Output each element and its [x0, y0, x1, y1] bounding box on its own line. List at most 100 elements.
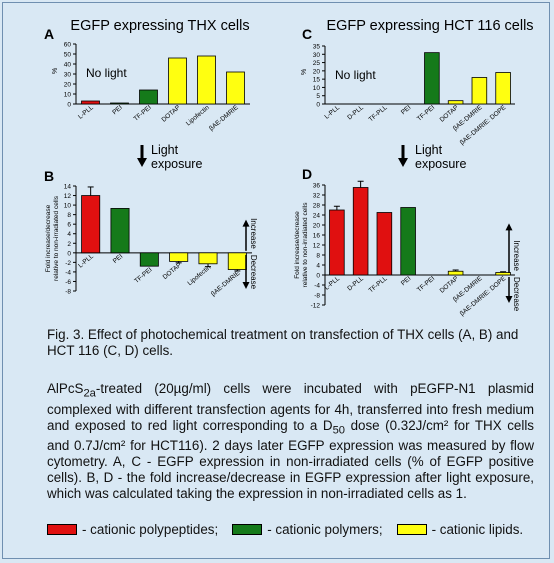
x-tick-label: PEI	[400, 275, 413, 287]
x-tick-label: PEI	[111, 104, 124, 116]
y-tick-label: 30	[313, 52, 321, 59]
y-tick-label: 5	[316, 93, 320, 100]
bar	[376, 212, 393, 276]
y-tick-label: 24	[313, 213, 321, 220]
y-tick-label: 40	[64, 62, 72, 69]
y-tick-label: 12	[64, 193, 72, 200]
arrow-label-right-2: exposure	[415, 157, 466, 171]
decrease-label: Decrease	[249, 255, 258, 290]
y-axis-label: Fold increase/decrease	[294, 211, 301, 279]
x-tick-label: βAE-DMRIE	[210, 269, 242, 298]
y-tick-label: 15	[313, 77, 321, 84]
x-tick-label: PEI	[112, 253, 125, 265]
y-tick-label: 4	[316, 263, 320, 270]
bar	[424, 52, 440, 105]
decrease-arrowhead	[505, 296, 513, 303]
chart-panel-a: A 0 10 20 30 40 50 60% L-PLL PEI TF-PEI DOTAP Lipofe…	[44, 26, 250, 132]
figure-legend: - cationic polypeptides; - cationic poly…	[47, 522, 537, 537]
figure-caption-title: Fig. 3. Effect of photochemical treatmen…	[47, 327, 519, 358]
bar	[471, 77, 488, 105]
y-tick-label: -6	[65, 279, 71, 286]
x-tick-label: TF-PEI	[416, 275, 436, 294]
y-axis-label: %	[301, 69, 308, 75]
x-tick-label: PEI	[400, 104, 413, 116]
x-tick-label: Lipofectin	[186, 264, 212, 287]
y-tick-label: 32	[313, 193, 321, 200]
bar	[110, 208, 130, 254]
y-tick-label: 20	[64, 82, 72, 89]
bar	[329, 209, 345, 276]
x-tick-label: DOTAP	[439, 104, 460, 123]
x-tick-label: L-PLL	[77, 104, 95, 121]
x-tick-label: βAE-DMRIE	[208, 104, 240, 133]
y-axis-label: relative to non-irradiated cells	[53, 195, 60, 281]
x-tick-label: βAE-DMRIE: DOPE	[459, 104, 508, 147]
bar	[168, 57, 187, 105]
y-tick-label: 35	[313, 44, 321, 51]
increase-arrowhead	[242, 219, 250, 227]
bar	[447, 100, 464, 105]
bar	[169, 252, 189, 262]
increase-arrowhead	[505, 223, 513, 231]
panel-letter-c: C	[302, 26, 312, 42]
y-tick-label: 20	[313, 68, 321, 75]
arrow-label-left-1: Light	[151, 143, 179, 157]
x-tick-label: TF-PLL	[368, 104, 389, 124]
bar	[81, 195, 101, 254]
bar	[495, 72, 511, 105]
no-light-label: No light	[86, 66, 127, 80]
y-tick-label: 8	[316, 253, 320, 260]
x-tick-label: TF-PLL	[368, 275, 389, 295]
x-tick-label: DOTAP	[439, 275, 460, 294]
increase-label: Increase	[249, 218, 258, 249]
y-tick-label: 6	[67, 222, 71, 229]
panel-letter-b: B	[44, 168, 54, 184]
bar	[197, 55, 216, 105]
y-tick-label: 50	[64, 52, 72, 59]
x-tick-label: Lipofectin	[185, 104, 211, 127]
bar	[447, 270, 464, 276]
legend-swatch-polypeptides	[47, 524, 77, 535]
x-tick-label: D-PLL	[346, 104, 365, 121]
y-tick-label: -8	[65, 289, 71, 296]
light-arrow-right: Light exposure	[398, 143, 466, 171]
figure-charts: EGFP expressing THX cells EGFP expressin…	[44, 18, 534, 318]
bar	[110, 102, 129, 105]
y-tick-label: 10	[313, 85, 321, 92]
decrease-arrowhead	[242, 282, 250, 289]
y-tick-label: 8	[67, 212, 71, 219]
legend-swatch-polymers	[232, 524, 263, 535]
y-tick-label: 0	[67, 250, 71, 257]
y-tick-label: 60	[64, 42, 72, 49]
y-tick-label: -12	[311, 303, 321, 310]
bar	[227, 252, 247, 270]
bar	[352, 187, 369, 276]
bar	[226, 71, 245, 105]
figure-frame	[2, 2, 550, 559]
x-tick-label: TF-PEI	[133, 266, 153, 285]
y-tick-label: 36	[313, 183, 321, 190]
x-tick-label: βAE-DMRIE: DOPE	[459, 275, 508, 318]
y-tick-label: 0	[67, 102, 71, 109]
legend-swatch-lipids	[396, 524, 427, 535]
y-axis-label: relative to non-irradiated cells	[302, 202, 309, 288]
y-tick-label: -2	[65, 260, 71, 267]
bar	[81, 100, 100, 105]
y-axis-label: Fold increase/decrease	[45, 204, 52, 272]
x-tick-label: DOTAP	[162, 262, 183, 281]
x-tick-label: L-PLL	[323, 275, 341, 292]
panel-letter-d: D	[302, 166, 312, 182]
legend-label-lipids: - cationic lipids.	[431, 522, 524, 537]
x-tick-label: DOTAP	[160, 104, 181, 123]
legend-item-polymers: - cationic polymers;	[232, 522, 383, 537]
y-tick-label: -4	[65, 269, 71, 276]
y-tick-label: 16	[313, 233, 321, 240]
y-tick-label: 10	[64, 203, 72, 210]
legend-label-polypeptides: - cationic polypeptides;	[82, 522, 219, 537]
x-tick-label: TF-PEI	[133, 104, 153, 123]
x-tick-label: L-PLL	[323, 104, 341, 121]
legend-item-polypeptides: - cationic polypeptides;	[47, 522, 218, 537]
chart-panel-d: D -12 -8 -4 0 4 8 12 16 20 24 28 32 36 Fold increase/d…	[294, 166, 521, 318]
bar	[139, 252, 159, 267]
